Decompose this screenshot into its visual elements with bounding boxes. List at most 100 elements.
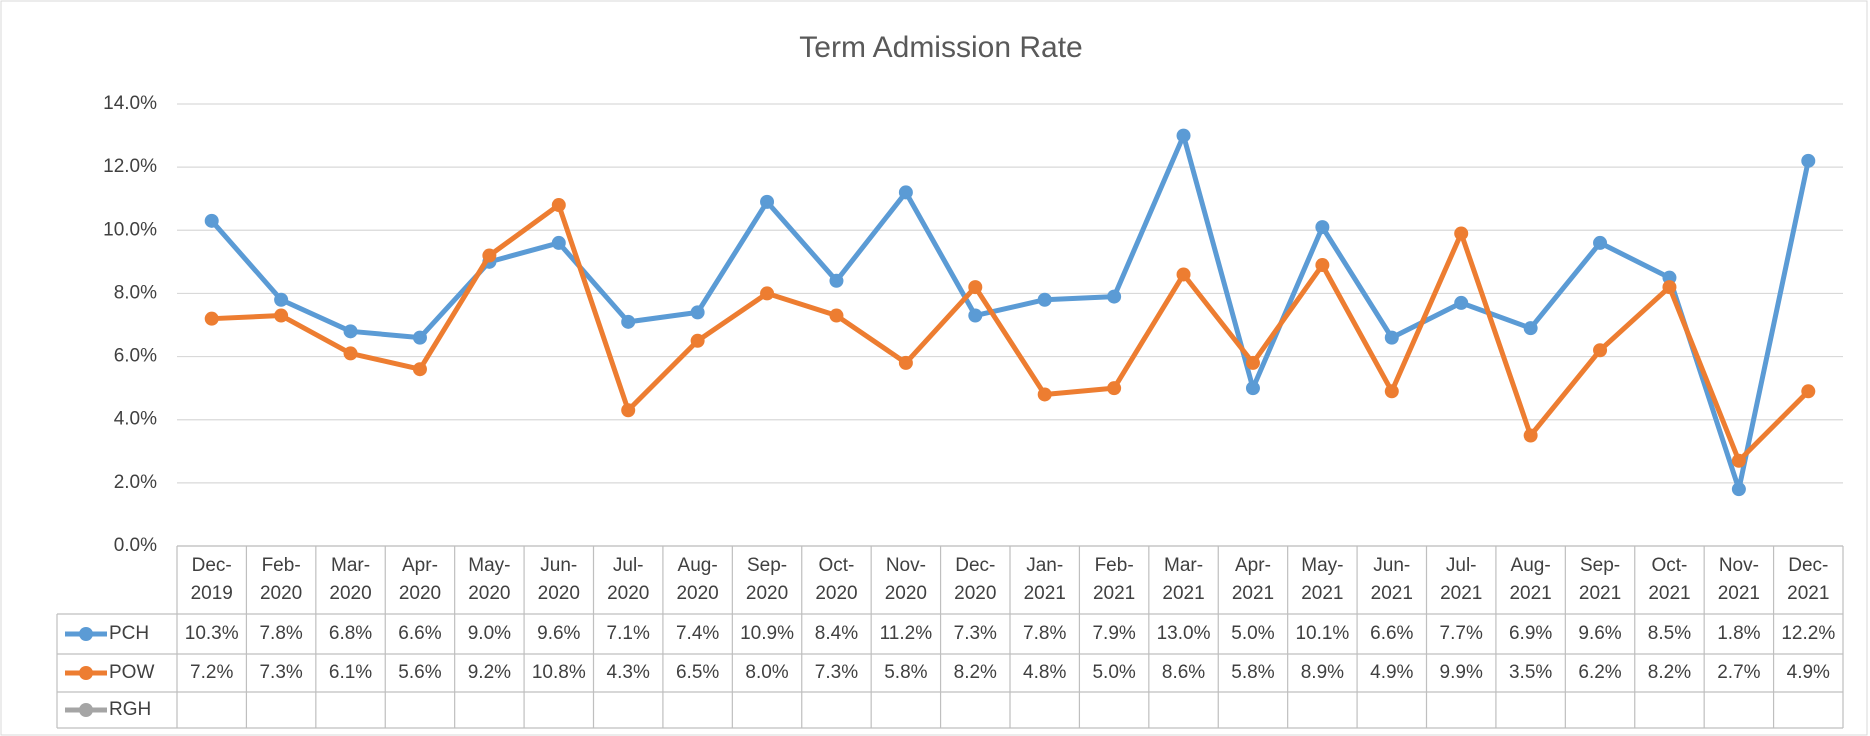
x-tick-label: Mar-2020 bbox=[329, 555, 371, 604]
y-tick-label: 4.0% bbox=[114, 409, 157, 430]
data-table-value: 1.8% bbox=[1717, 623, 1760, 644]
data-point bbox=[1245, 381, 1260, 396]
data-table-value: 13.0% bbox=[1157, 623, 1211, 644]
data-point bbox=[1801, 153, 1816, 168]
x-tick-label: Aug-2020 bbox=[676, 555, 718, 604]
x-tick-label: Jun-2020 bbox=[538, 555, 580, 604]
y-tick-label: 14.0% bbox=[103, 93, 157, 114]
data-point bbox=[343, 346, 358, 361]
y-tick-label: 2.0% bbox=[114, 472, 157, 493]
chart-title: Term Admission Rate bbox=[799, 31, 1082, 64]
x-tick-label: Feb-2021 bbox=[1093, 555, 1135, 604]
data-table-value: 7.2% bbox=[190, 662, 233, 683]
data-table-value: 5.6% bbox=[398, 662, 441, 683]
data-point bbox=[829, 273, 844, 288]
data-point bbox=[551, 235, 566, 250]
data-point bbox=[1107, 289, 1122, 304]
x-tick-label: Jun-2021 bbox=[1371, 555, 1413, 604]
data-table-value: 12.2% bbox=[1781, 623, 1835, 644]
data-table-value: 9.6% bbox=[1578, 623, 1621, 644]
data-table-value: 8.4% bbox=[815, 623, 858, 644]
data-table-value: 5.0% bbox=[1231, 623, 1274, 644]
data-table-value: 6.5% bbox=[676, 662, 719, 683]
y-tick-label: 10.0% bbox=[103, 219, 157, 240]
y-tick-label: 8.0% bbox=[114, 282, 157, 303]
data-point bbox=[343, 324, 358, 339]
x-tick-label: May-2020 bbox=[468, 555, 510, 604]
data-table-value: 9.9% bbox=[1440, 662, 1483, 683]
data-table-value: 9.0% bbox=[468, 623, 511, 644]
data-table-value: 6.8% bbox=[329, 623, 372, 644]
data-point bbox=[1662, 280, 1677, 295]
data-point bbox=[204, 311, 219, 326]
data-point bbox=[1037, 292, 1052, 307]
data-table-value: 4.3% bbox=[607, 662, 650, 683]
data-point bbox=[760, 194, 775, 209]
data-point bbox=[412, 330, 427, 345]
data-table-value: 6.9% bbox=[1509, 623, 1552, 644]
data-table-value: 11.2% bbox=[880, 623, 933, 644]
y-tick-label: 0.0% bbox=[114, 535, 157, 556]
data-point bbox=[1315, 220, 1330, 235]
data-point bbox=[1384, 384, 1399, 399]
data-table-value: 9.6% bbox=[537, 623, 580, 644]
data-table-value: 4.8% bbox=[1023, 662, 1066, 683]
x-tick-label: Dec-2019 bbox=[191, 555, 233, 604]
x-tick-label: Mar-2021 bbox=[1162, 555, 1204, 604]
data-table-value: 3.5% bbox=[1509, 662, 1552, 683]
data-table-value: 7.3% bbox=[259, 662, 302, 683]
data-table-value: 8.0% bbox=[745, 662, 788, 683]
series-line bbox=[211, 202, 1811, 464]
data-point bbox=[1245, 355, 1260, 370]
data-point bbox=[898, 185, 913, 200]
data-point bbox=[1315, 258, 1330, 273]
data-table-value: 7.8% bbox=[1023, 623, 1066, 644]
data-table-value: 7.3% bbox=[815, 662, 858, 683]
data-table-value: 8.6% bbox=[1162, 662, 1205, 683]
data-point bbox=[274, 308, 289, 323]
data-table-value: 6.1% bbox=[329, 662, 372, 683]
data-point bbox=[1593, 235, 1608, 250]
x-tick-label: Dec-2020 bbox=[954, 555, 996, 604]
legend-label: POW bbox=[109, 662, 154, 683]
data-point bbox=[898, 355, 913, 370]
data-point bbox=[829, 308, 844, 323]
data-table-value: 7.8% bbox=[259, 623, 302, 644]
x-tick-label: Oct-2020 bbox=[815, 555, 857, 604]
data-table-value: 10.1% bbox=[1295, 623, 1349, 644]
legend-marker bbox=[79, 703, 93, 717]
data-point bbox=[1454, 226, 1469, 241]
x-tick-label: Jul-2021 bbox=[1440, 555, 1482, 604]
data-point bbox=[1037, 387, 1052, 402]
data-point bbox=[968, 280, 983, 295]
data-table-value: 6.6% bbox=[398, 623, 441, 644]
x-tick-label: Apr-2020 bbox=[399, 555, 441, 604]
data-point bbox=[1454, 295, 1469, 310]
data-table-value: 4.9% bbox=[1787, 662, 1830, 683]
x-tick-label: Jan-2021 bbox=[1024, 555, 1066, 604]
data-point bbox=[760, 286, 775, 301]
y-tick-label: 6.0% bbox=[114, 346, 157, 367]
data-point bbox=[968, 308, 983, 323]
data-point bbox=[690, 333, 705, 348]
x-tick-label: Aug-2021 bbox=[1509, 555, 1551, 604]
data-table-value: 7.4% bbox=[676, 623, 719, 644]
data-table-value: 8.2% bbox=[954, 662, 997, 683]
data-point bbox=[690, 305, 705, 320]
y-tick-label: 12.0% bbox=[103, 156, 157, 177]
data-table-value: 7.3% bbox=[954, 623, 997, 644]
data-point bbox=[204, 213, 219, 228]
x-tick-label: Nov-2020 bbox=[885, 555, 927, 604]
legend-marker bbox=[79, 627, 93, 641]
data-point bbox=[1107, 381, 1122, 396]
data-table-value: 10.3% bbox=[185, 623, 239, 644]
x-tick-label: Nov-2021 bbox=[1718, 555, 1760, 604]
data-table-value: 4.9% bbox=[1370, 662, 1413, 683]
data-table-value: 6.2% bbox=[1578, 662, 1621, 683]
data-table-value: 7.7% bbox=[1440, 623, 1483, 644]
data-point bbox=[1731, 453, 1746, 468]
data-table-value: 9.2% bbox=[468, 662, 511, 683]
x-tick-label: Jul-2020 bbox=[607, 555, 649, 604]
data-table-value: 2.7% bbox=[1717, 662, 1760, 683]
